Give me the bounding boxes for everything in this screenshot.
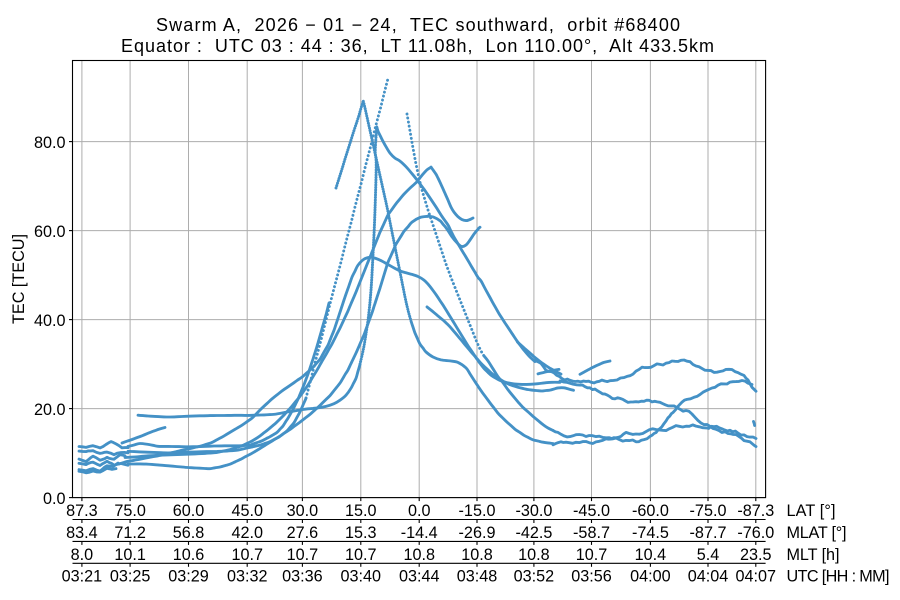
svg-text:-45.0: -45.0	[573, 502, 610, 520]
svg-text:MLT [h]: MLT [h]	[787, 546, 840, 564]
svg-text:-15.0: -15.0	[459, 502, 496, 520]
svg-text:03:56: 03:56	[571, 568, 612, 586]
svg-text:5.4: 5.4	[697, 546, 720, 564]
svg-text:45.0: 45.0	[231, 502, 263, 520]
svg-text:80.0: 80.0	[34, 134, 66, 152]
svg-text:03:40: 03:40	[341, 568, 382, 586]
svg-text:10.6: 10.6	[173, 546, 205, 564]
svg-text:56.8: 56.8	[173, 524, 205, 542]
svg-text:10.8: 10.8	[518, 546, 550, 564]
svg-text:-76.0: -76.0	[737, 524, 774, 542]
svg-text:04:07: 04:07	[736, 568, 777, 586]
svg-text:LAT [°]: LAT [°]	[787, 502, 836, 520]
svg-text:60.0: 60.0	[34, 223, 66, 241]
svg-text:0.0: 0.0	[43, 490, 66, 508]
svg-text:03:52: 03:52	[514, 568, 555, 586]
svg-text:04:04: 04:04	[688, 568, 729, 586]
svg-text:10.8: 10.8	[461, 546, 493, 564]
svg-text:03:44: 03:44	[399, 568, 440, 586]
svg-text:03:25: 03:25	[110, 568, 151, 586]
svg-text:Swarm A, 2026 − 01 − 24, TEC: Swarm A, 2026 − 01 − 24, TEC southward, …	[156, 15, 680, 35]
svg-text:20.0: 20.0	[34, 401, 66, 419]
svg-text:15.0: 15.0	[345, 502, 377, 520]
svg-text:-75.0: -75.0	[690, 502, 727, 520]
svg-text:42.0: 42.0	[231, 524, 263, 542]
svg-text:40.0: 40.0	[34, 312, 66, 330]
svg-text:-74.5: -74.5	[632, 524, 669, 542]
svg-text:03:36: 03:36	[282, 568, 323, 586]
svg-text:10.7: 10.7	[231, 546, 263, 564]
svg-text:0.0: 0.0	[408, 502, 431, 520]
svg-text:-87.3: -87.3	[737, 502, 774, 520]
svg-text:03:21: 03:21	[62, 568, 103, 586]
svg-text:71.2: 71.2	[114, 524, 146, 542]
svg-text:-26.9: -26.9	[459, 524, 496, 542]
svg-text:10.4: 10.4	[635, 546, 667, 564]
svg-text:10.7: 10.7	[576, 546, 608, 564]
svg-text:-60.0: -60.0	[632, 502, 669, 520]
svg-text:TEC [TECU]: TEC [TECU]	[10, 234, 28, 324]
svg-text:8.0: 8.0	[71, 546, 94, 564]
svg-text:UTC [HH : MM]: UTC [HH : MM]	[787, 568, 890, 586]
svg-text:30.0: 30.0	[287, 502, 319, 520]
svg-text:-30.0: -30.0	[515, 502, 552, 520]
svg-text:03:32: 03:32	[227, 568, 268, 586]
svg-text:75.0: 75.0	[114, 502, 146, 520]
svg-text:87.3: 87.3	[66, 502, 98, 520]
svg-text:23.5: 23.5	[740, 546, 772, 564]
svg-text:60.0: 60.0	[173, 502, 205, 520]
svg-text:10.7: 10.7	[345, 546, 377, 564]
svg-text:83.4: 83.4	[66, 524, 98, 542]
svg-text:-58.7: -58.7	[573, 524, 610, 542]
svg-text:Equator : UTC 03 : 44 : 36,: Equator : UTC 03 : 44 : 36, LT 11.08h, L…	[121, 36, 714, 56]
svg-text:10.8: 10.8	[403, 546, 435, 564]
svg-text:MLAT [°]: MLAT [°]	[787, 524, 847, 542]
svg-text:10.1: 10.1	[114, 546, 146, 564]
svg-text:04:00: 04:00	[630, 568, 671, 586]
svg-text:-87.7: -87.7	[690, 524, 727, 542]
svg-text:-42.5: -42.5	[515, 524, 552, 542]
svg-text:27.6: 27.6	[287, 524, 319, 542]
svg-text:03:29: 03:29	[168, 568, 209, 586]
svg-text:15.3: 15.3	[345, 524, 377, 542]
svg-text:-14.4: -14.4	[401, 524, 438, 542]
svg-text:10.7: 10.7	[287, 546, 319, 564]
svg-text:03:48: 03:48	[457, 568, 498, 586]
